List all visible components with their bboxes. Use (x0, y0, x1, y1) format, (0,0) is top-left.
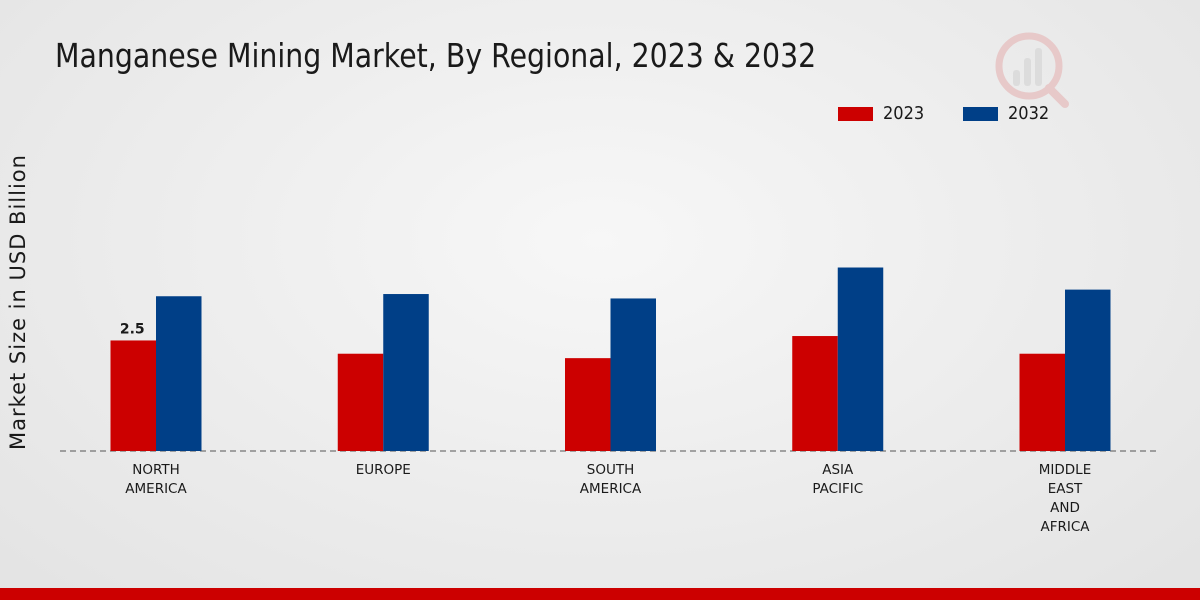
x-tick-label-2: SOUTH AMERICA (580, 462, 642, 497)
legend-swatch-2023 (838, 106, 873, 121)
legend-item-2032: 2032 (962, 103, 1054, 124)
chart-title: Manganese Mining Market, By Regional, 20… (55, 36, 817, 75)
bar-2032-2 (610, 298, 656, 451)
x-tick-label-3: ASIA PACIFIC (812, 462, 863, 497)
x-tick-label-1: EUROPE (356, 462, 411, 478)
bar-2023-4 (1019, 353, 1065, 451)
bar-2032-4 (1065, 289, 1111, 451)
legend-item-2023: 2023 (838, 103, 929, 124)
x-tick-label-0: NORTH AMERICA (125, 462, 187, 497)
data-label-0: 2.5 (120, 321, 145, 337)
legend-label-2023: 2023 (883, 103, 925, 124)
bar-2032-3 (837, 267, 884, 451)
bar-2032-1 (383, 294, 429, 451)
x-tick-label-4: MIDDLE EAST AND AFRICA (1039, 462, 1091, 535)
bottom-accent-bar (0, 588, 1200, 600)
legend-label-2032: 2032 (1007, 103, 1050, 124)
bar-2023-1 (337, 353, 384, 451)
brand-logo-icon (995, 32, 1069, 108)
bar-2023-3 (792, 336, 838, 451)
bar-2032-0 (156, 296, 202, 451)
legend: 2023 2032 (838, 103, 1088, 124)
bar-2023-2 (565, 358, 611, 451)
bar-2023-0 (110, 340, 156, 451)
legend-swatch-2032 (962, 106, 998, 121)
